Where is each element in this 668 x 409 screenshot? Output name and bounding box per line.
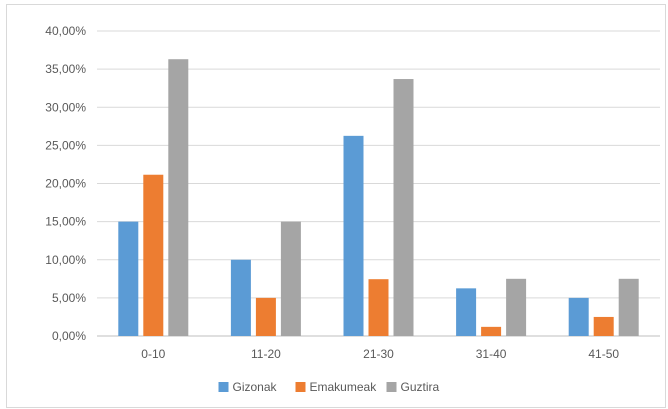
x-tick-label: 21-30 [363, 347, 394, 361]
legend-swatch [386, 382, 397, 392]
x-tick-label: 0-10 [141, 347, 165, 361]
bar-guztira-31-40 [506, 278, 527, 336]
x-axis-tick-labels: 0-10 11-20 21-30 31-40 41-50 [141, 347, 619, 361]
gridlines [97, 30, 660, 337]
legend-item-emakumeak: Emakumeak [295, 380, 378, 394]
legend-item-gizonak: Gizonak [218, 380, 278, 394]
bar-gizonak-21-30 [343, 135, 364, 336]
y-tick-label: 5,00% [52, 291, 86, 305]
y-tick-label: 25,00% [45, 138, 86, 152]
bar-emakumeak-21-30 [368, 279, 389, 336]
y-tick-label: 30,00% [45, 100, 86, 114]
legend-label: Guztira [401, 380, 440, 394]
legend-item-guztira: Guztira [386, 380, 440, 394]
legend: Gizonak Emakumeak Guztira [218, 380, 440, 394]
bar-guztira-0-10 [168, 59, 189, 337]
x-tick-label: 41-50 [588, 347, 619, 361]
y-tick-label: 40,00% [45, 24, 86, 38]
bars [118, 59, 639, 337]
bar-gizonak-11-20 [230, 259, 251, 336]
chart-frame [6, 4, 666, 408]
bar-emakumeak-11-20 [255, 297, 276, 336]
bar-guztira-21-30 [393, 79, 414, 336]
y-axis-tick-labels: 0,00% 5,00% 10,00% 15,00% 20,00% 25,00% 30,00%… [45, 24, 86, 343]
bar-guztira-41-50 [618, 278, 639, 336]
y-tick-label: 35,00% [45, 62, 86, 76]
bar-emakumeak-31-40 [481, 326, 502, 336]
legend-label: Emakumeak [310, 380, 378, 394]
y-tick-label: 20,00% [45, 177, 86, 191]
x-tick-label: 31-40 [476, 347, 507, 361]
bar-gizonak-31-40 [456, 288, 477, 336]
bar-guztira-11-20 [280, 221, 301, 336]
legend-swatch [295, 382, 306, 392]
bar-gizonak-41-50 [568, 297, 589, 336]
y-tick-label: 0,00% [52, 329, 86, 343]
y-tick-label: 15,00% [45, 215, 86, 229]
legend-label: Gizonak [233, 380, 278, 394]
bar-emakumeak-41-50 [593, 316, 614, 336]
bar-gizonak-0-10 [118, 221, 139, 336]
y-tick-label: 10,00% [45, 253, 86, 267]
bar-emakumeak-0-10 [143, 174, 164, 336]
legend-swatch [218, 382, 229, 392]
x-tick-label: 11-20 [251, 347, 281, 361]
